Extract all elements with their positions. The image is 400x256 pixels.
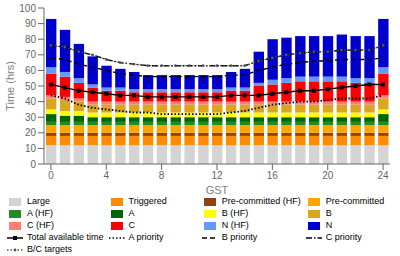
html-text:C: C — [128, 220, 135, 230]
svg-text:60: 60 — [25, 65, 37, 76]
svg-text:40: 40 — [25, 96, 37, 107]
html-text:Triggered: Triggered — [128, 196, 167, 206]
html-text:Large: Large — [27, 196, 50, 206]
svg-text:24: 24 — [378, 170, 390, 181]
svg-text:80: 80 — [25, 34, 37, 45]
html-text:A: A — [128, 208, 135, 218]
svg-text:GST: GST — [206, 184, 229, 194]
svg-text:8: 8 — [159, 170, 165, 181]
svg-text:20: 20 — [25, 127, 37, 138]
svg-text:Time (hrs): Time (hrs) — [8, 61, 16, 111]
html-text:Total available time: Total available time — [27, 232, 104, 242]
svg-text:20: 20 — [322, 170, 334, 181]
html-text:B (HF): B (HF) — [221, 208, 249, 218]
svg-text:50: 50 — [25, 81, 37, 92]
html-text:Pre-committed (HF): Pre-committed (HF) — [221, 196, 301, 206]
html-text:A (HF): A (HF) — [27, 208, 53, 218]
svg-text:30: 30 — [25, 112, 37, 123]
svg-text:90: 90 — [25, 18, 37, 29]
svg-text:4: 4 — [103, 170, 109, 181]
html-text:C priority: C priority — [325, 232, 362, 242]
html-text:N (HF): N (HF) — [221, 220, 249, 230]
html-text:B/C targets: B/C targets — [27, 244, 72, 254]
html-text:Pre-committed: Pre-committed — [325, 196, 385, 206]
html-text:B priority: B priority — [221, 232, 258, 242]
svg-text:10: 10 — [25, 143, 37, 154]
svg-text:100: 100 — [19, 3, 36, 14]
html-text:N: N — [325, 220, 333, 230]
svg-text:70: 70 — [25, 49, 37, 60]
svg-text:12: 12 — [211, 170, 223, 181]
svg-text:0: 0 — [30, 159, 36, 170]
html-text:C (HF): C (HF) — [27, 220, 54, 230]
svg-text:0: 0 — [48, 170, 54, 181]
svg-text:16: 16 — [267, 170, 279, 181]
html-text:B: B — [325, 208, 332, 218]
html-text:A priority: A priority — [128, 232, 164, 242]
